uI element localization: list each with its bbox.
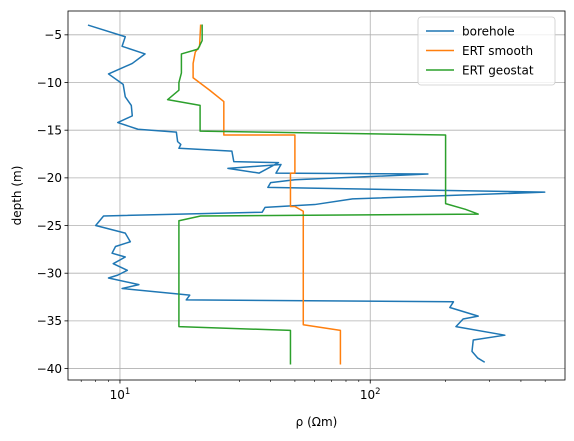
legend-box: [417, 16, 556, 86]
plot-frame: [67, 10, 566, 381]
series-line-ert-geostat: [166, 24, 479, 365]
y-tick-label: −10: [37, 76, 62, 90]
legend-label-borehole: borehole: [462, 24, 515, 38]
series-lines: [87, 24, 546, 365]
series-line-borehole: [87, 24, 546, 363]
y-tick-label: −35: [37, 314, 62, 328]
y-tick-label: −25: [37, 219, 62, 233]
x-axis-label: ρ (Ωm): [296, 415, 338, 429]
y-tick-label: −20: [37, 171, 62, 185]
grid-lines: [68, 11, 565, 380]
series-line-ert-smooth: [192, 24, 342, 365]
y-tick-label: −5: [44, 28, 62, 42]
y-tick-label: −40: [37, 362, 62, 376]
y-tick-label: −30: [37, 267, 62, 281]
axis-ticks: 101 102 −5 −10 −15 −20 −25 −30 −35 −40: [37, 28, 546, 402]
x-tick-label: 102: [360, 387, 381, 402]
legend-label-ert-smooth: ERT smooth: [462, 44, 533, 58]
legend: borehole ERT smooth ERT geostat: [417, 16, 556, 86]
y-axis-label: depth (m): [10, 166, 24, 226]
x-tick-label: 101: [110, 387, 131, 402]
legend-label-ert-geostat: ERT geostat: [462, 63, 534, 77]
y-tick-label: −15: [37, 123, 62, 137]
